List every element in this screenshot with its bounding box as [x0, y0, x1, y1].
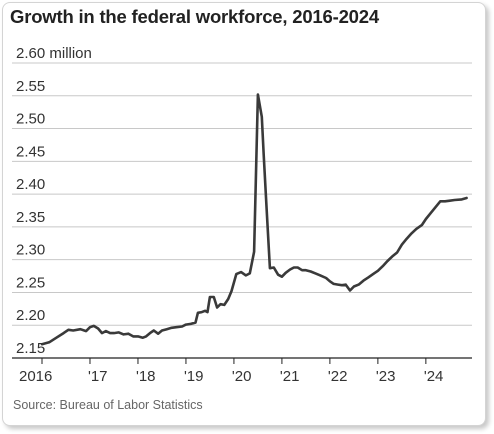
y-tick-label: 2.45	[16, 143, 45, 160]
y-tick-label: 2.30	[16, 242, 45, 259]
x-tick-label: '17	[88, 368, 108, 385]
x-axis-tick-labels: 2016 '17 '18 '19 '20 '21 '22 '23 '24	[19, 358, 443, 385]
source-note: Source: Bureau of Labor Statistics	[13, 398, 203, 412]
chart-title: Growth in the federal workforce, 2016-20…	[10, 6, 379, 27]
x-tick-label: 2016	[19, 368, 52, 385]
x-tick-label: '19	[184, 368, 204, 385]
x-tick-label: '24	[424, 368, 444, 385]
y-tick-label: 2.25	[16, 274, 45, 291]
y-tick-label: 2.60 million	[16, 45, 92, 62]
y-tick-label: 2.35	[16, 209, 45, 226]
series-line-federal-workforce	[40, 93, 468, 346]
x-tick-label: '20	[232, 368, 252, 385]
y-tick-label: 2.20	[16, 307, 45, 324]
x-tick-label: '21	[280, 368, 300, 385]
y-axis-tick-labels: 2.15 2.20 2.25 2.30 2.35 2.40 2.45 2.50 2.55 2.60…	[16, 45, 92, 357]
chart-card	[2, 2, 486, 426]
y-tick-label: 2.55	[16, 78, 45, 95]
y-tick-label: 2.50	[16, 111, 45, 128]
y-tick-label: 2.40	[16, 176, 45, 193]
gridlines	[12, 62, 472, 326]
y-tick-label: 2.15	[16, 340, 45, 357]
x-tick-label: '23	[376, 368, 396, 385]
x-tick-label: '22	[328, 368, 348, 385]
x-tick-label: '18	[136, 368, 156, 385]
